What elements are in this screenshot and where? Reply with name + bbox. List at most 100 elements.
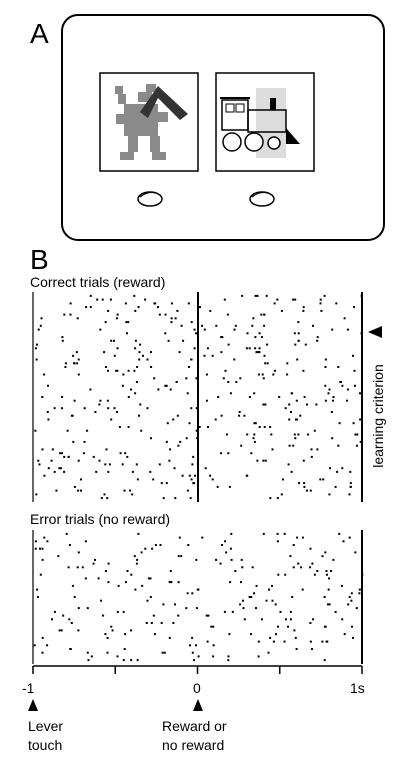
spike-mark: [135, 381, 138, 383]
spike-mark: [121, 463, 124, 466]
spike-mark: [358, 592, 361, 595]
panel-b-label: B: [30, 244, 49, 275]
spike-mark: [138, 351, 141, 354]
spike-mark: [131, 493, 134, 496]
spike-mark: [173, 467, 176, 470]
spike-mark: [227, 381, 230, 383]
spike-mark: [150, 437, 152, 440]
spike-mark: [109, 298, 112, 301]
spike-mark: [210, 625, 213, 628]
spike-mark: [138, 358, 141, 361]
spike-mark: [339, 381, 342, 383]
spike-mark: [297, 332, 300, 335]
spike-mark: [306, 403, 308, 406]
spike-mark: [41, 651, 44, 654]
spike-mark: [215, 324, 218, 327]
spike-mark: [153, 377, 156, 380]
spike-mark: [220, 351, 223, 354]
spike-mark: [118, 426, 121, 428]
spike-mark: [53, 470, 56, 473]
spike-mark: [220, 414, 223, 417]
spike-mark: [269, 636, 272, 639]
spike-mark: [63, 313, 66, 316]
spike-mark: [299, 414, 302, 417]
spike-mark: [73, 485, 76, 488]
spike-mark: [133, 369, 136, 372]
spike-mark: [103, 493, 106, 496]
spike-mark: [253, 440, 256, 443]
spike-mark: [359, 440, 362, 443]
spike-mark: [311, 648, 313, 650]
spike-mark: [324, 358, 327, 361]
spike-mark: [328, 577, 331, 580]
spike-mark: [303, 482, 306, 485]
spike-mark: [225, 433, 228, 436]
spike-mark: [59, 467, 62, 470]
spike-mark: [61, 396, 64, 398]
spike-mark: [122, 373, 125, 376]
spike-mark: [205, 399, 208, 402]
spike-mark: [191, 651, 194, 654]
spike-mark: [262, 532, 265, 535]
spike-mark: [227, 659, 230, 662]
spike-mark: [289, 610, 292, 613]
spike-mark: [351, 625, 353, 628]
spike-mark: [198, 426, 201, 428]
spike-mark: [67, 566, 70, 569]
spike-mark: [61, 339, 64, 342]
spike-mark: [348, 493, 351, 496]
spike-mark: [160, 482, 163, 485]
spike-mark: [67, 455, 70, 458]
spike-mark: [332, 399, 334, 402]
spike-mark: [335, 302, 338, 305]
spike-mark: [265, 294, 268, 297]
spike-mark: [216, 485, 219, 488]
spike-mark: [338, 532, 341, 535]
spike-mark: [149, 596, 152, 598]
spike-mark: [192, 455, 195, 458]
spike-mark: [296, 358, 299, 361]
spike-mark: [178, 536, 181, 539]
spike-mark: [331, 437, 334, 440]
spike-mark: [66, 429, 69, 432]
spike-mark: [47, 384, 49, 387]
spike-mark: [134, 588, 137, 591]
spike-mark: [337, 444, 340, 447]
spike-mark: [282, 478, 284, 481]
spike-mark: [159, 544, 162, 546]
spike-mark: [328, 603, 331, 606]
spike-mark: [131, 470, 134, 473]
spike-mark: [324, 366, 327, 368]
spike-mark: [113, 407, 116, 410]
spike-mark: [59, 452, 62, 455]
spike-mark: [298, 482, 300, 485]
spike-mark: [62, 614, 65, 617]
spike-mark: [98, 403, 101, 406]
spike-mark: [234, 570, 237, 572]
spike-mark: [324, 399, 327, 402]
spike-mark: [133, 294, 136, 297]
spike-mark: [356, 433, 359, 436]
spike-mark: [212, 625, 215, 628]
spike-mark: [127, 426, 130, 428]
spike-mark: [89, 388, 92, 391]
spike-mark: [41, 396, 44, 398]
spike-mark: [219, 562, 222, 565]
spike-mark: [264, 362, 267, 365]
spike-mark: [239, 377, 242, 380]
spike-mark: [223, 298, 226, 301]
spike-mark: [85, 306, 88, 309]
spike-mark: [170, 317, 173, 320]
spike-mark: [100, 599, 103, 602]
spike-mark: [353, 306, 356, 309]
spike-mark: [194, 474, 196, 477]
spike-mark: [70, 622, 73, 624]
correct-trials-title: Correct trials (reward): [30, 274, 166, 290]
spike-mark: [209, 309, 212, 312]
spike-mark: [301, 536, 304, 539]
spike-mark: [152, 478, 155, 481]
spike-mark: [346, 328, 349, 331]
spike-mark: [197, 411, 199, 413]
spike-mark: [250, 452, 253, 455]
spike-mark: [122, 610, 125, 613]
